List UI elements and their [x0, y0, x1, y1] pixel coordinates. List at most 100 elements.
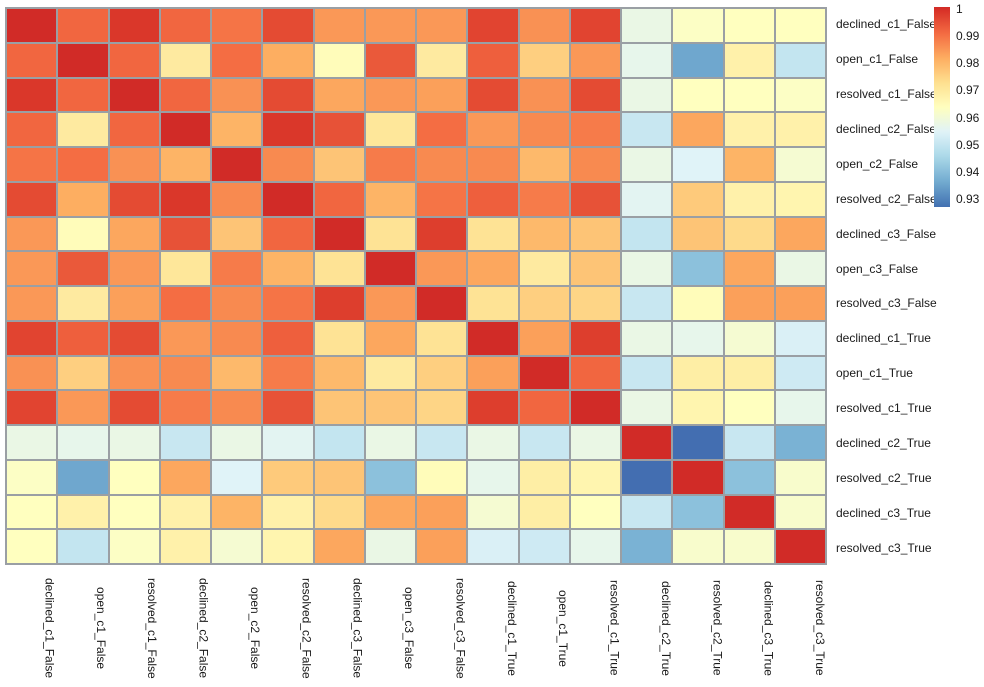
heatmap-cell: [109, 495, 159, 529]
heatmap-cell: [724, 182, 774, 216]
heatmap-cell: [724, 460, 774, 494]
heatmap-cell: [314, 148, 364, 181]
heatmap-cell: [468, 287, 518, 320]
heatmap-cell: [724, 287, 774, 320]
heatmap-cell: [160, 530, 210, 563]
heatmap-cell: [160, 287, 210, 320]
heatmap-cell: [263, 9, 313, 42]
heatmap-cell: [58, 426, 108, 459]
heatmap-cell: [622, 321, 672, 355]
heatmap-cell: [519, 460, 569, 494]
colorbar-gradient: [934, 7, 950, 207]
heatmap-cell: [468, 530, 518, 563]
col-label: open_c1_True: [556, 589, 571, 667]
heatmap-cell: [212, 356, 262, 390]
heatmap-cell: [314, 495, 364, 529]
heatmap-cell: [263, 252, 313, 285]
heatmap-cell: [7, 426, 57, 459]
colorbar-tick-label: 0.94: [956, 164, 980, 179]
col-label: open_c3_False: [402, 586, 416, 670]
heatmap-cell: [570, 252, 620, 285]
heatmap-cell: [775, 9, 825, 42]
heatmap-cell: [365, 148, 415, 181]
row-label: declined_c1_False: [836, 17, 937, 32]
heatmap-cell: [7, 182, 57, 216]
col-label: declined_c1_False: [42, 577, 57, 679]
heatmap-cell: [160, 426, 210, 459]
heatmap-cell: [570, 43, 620, 77]
heatmap-cell: [109, 391, 159, 424]
heatmap-cell: [775, 321, 825, 355]
heatmap-cell: [314, 321, 364, 355]
heatmap-cell: [212, 78, 262, 112]
heatmap-cell: [622, 252, 672, 285]
heatmap-cell: [365, 356, 415, 390]
row-label: resolved_c1_True: [836, 401, 932, 416]
heatmap-cell: [160, 217, 210, 251]
heatmap-cell: [263, 391, 313, 424]
heatmap-cell: [570, 356, 620, 390]
heatmap-cell: [417, 321, 467, 355]
heatmap-cell: [7, 9, 57, 42]
heatmap-cell: [212, 460, 262, 494]
heatmap-cell: [263, 148, 313, 181]
heatmap-cell: [570, 9, 620, 42]
heatmap-cell: [314, 356, 364, 390]
heatmap-cell: [109, 78, 159, 112]
heatmap-cell: [58, 495, 108, 529]
heatmap-cell: [570, 148, 620, 181]
heatmap-cell: [622, 495, 672, 529]
heatmap-cell: [109, 182, 159, 216]
heatmap-cell: [468, 78, 518, 112]
heatmap-cell: [519, 182, 569, 216]
heatmap-cell: [365, 391, 415, 424]
heatmap-cell: [417, 113, 467, 146]
heatmap-cell: [775, 495, 825, 529]
heatmap-cell: [673, 287, 723, 320]
heatmap-cell: [673, 43, 723, 77]
colorbar-tick-label: 0.95: [956, 137, 980, 152]
heatmap-cell: [519, 43, 569, 77]
heatmap-cell: [365, 113, 415, 146]
heatmap-cell: [673, 78, 723, 112]
heatmap-cell: [724, 217, 774, 251]
heatmap-grid: [5, 7, 827, 565]
heatmap-cell: [519, 9, 569, 42]
heatmap-cell: [519, 391, 569, 424]
heatmap-cell: [160, 9, 210, 42]
row-label: resolved_c3_False: [836, 296, 937, 311]
heatmap-cell: [160, 321, 210, 355]
heatmap-cell: [160, 495, 210, 529]
heatmap-cell: [673, 460, 723, 494]
row-label: declined_c3_True: [836, 505, 931, 520]
heatmap-cell: [519, 356, 569, 390]
heatmap-cell: [673, 148, 723, 181]
col-label: resolved_c1_True: [607, 580, 622, 676]
heatmap-cell: [570, 182, 620, 216]
colorbar-tick-label: 0.93: [956, 191, 980, 206]
heatmap-cell: [263, 287, 313, 320]
heatmap-cell: [212, 391, 262, 424]
heatmap-cell: [212, 252, 262, 285]
heatmap-cell: [673, 182, 723, 216]
heatmap-cell: [7, 252, 57, 285]
row-label: declined_c1_True: [836, 331, 931, 346]
heatmap-cell: [314, 252, 364, 285]
col-label: open_c2_False: [247, 586, 262, 670]
heatmap-cell: [519, 321, 569, 355]
heatmap-cell: [468, 148, 518, 181]
heatmap-cell: [7, 113, 57, 146]
heatmap-cell: [58, 287, 108, 320]
heatmap-cell: [673, 113, 723, 146]
heatmap-cell: [417, 9, 467, 42]
colorbar-tick-label: 0.96: [956, 110, 980, 125]
heatmap-cell: [417, 530, 467, 563]
heatmap-cell: [417, 43, 467, 77]
heatmap-cell: [519, 287, 569, 320]
heatmap-cell: [570, 495, 620, 529]
heatmap-cell: [724, 356, 774, 390]
heatmap-cell: [417, 252, 467, 285]
heatmap-cell: [7, 530, 57, 563]
heatmap-cell: [519, 78, 569, 112]
heatmap-cell: [365, 530, 415, 563]
